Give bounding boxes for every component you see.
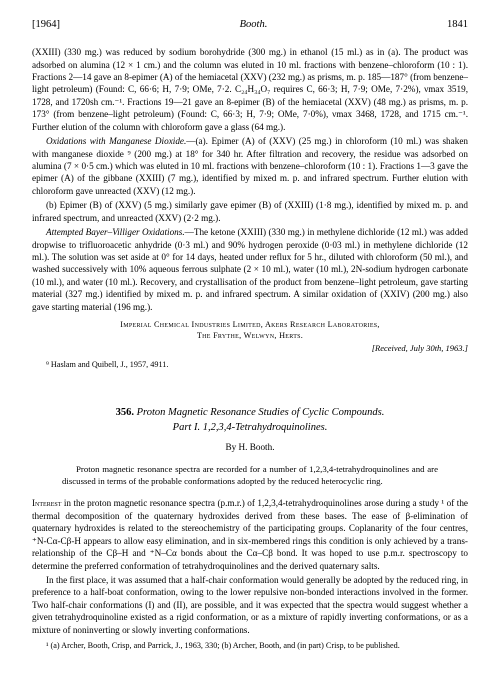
affiliation: Imperial Chemical Industries Limited, Ak… bbox=[32, 319, 468, 341]
byline: By H. Booth. bbox=[32, 441, 468, 453]
footnote-9: ⁹ Haslam and Quibell, J., 1957, 4911. bbox=[32, 359, 468, 370]
paragraph-2: Oxidations with Manganese Dioxide.—(a). … bbox=[32, 135, 468, 197]
article-p1-text: in the proton magnetic resonance spectra… bbox=[32, 498, 468, 570]
article-number: 356. bbox=[116, 407, 134, 418]
header-page: 1841 bbox=[447, 18, 468, 32]
lower-body: Interest in the proton magnetic resonanc… bbox=[32, 497, 468, 636]
paragraph-4-text: —The ketone (XXIII) (330 mg.) in methyle… bbox=[32, 227, 468, 312]
header-author: Booth. bbox=[240, 18, 268, 32]
section-title-oxidations: Oxidations with Manganese Dioxide. bbox=[46, 136, 186, 146]
paragraph-3: (b) Epimer (B) of (XXV) (5 mg.) similarl… bbox=[32, 199, 468, 224]
article-title-line-1: Proton Magnetic Resonance Studies of Cyc… bbox=[137, 407, 385, 418]
header-year: [1964] bbox=[32, 18, 60, 32]
article-paragraph-1: Interest in the proton magnetic resonanc… bbox=[32, 497, 468, 572]
received-date: [Received, July 30th, 1963.] bbox=[32, 343, 468, 354]
affiliation-line-2: The Frythe, Welwyn, Herts. bbox=[197, 331, 303, 340]
abstract: Proton magnetic resonance spectra are re… bbox=[62, 464, 438, 488]
paragraph-1: (XXIII) (330 mg.) was reduced by sodium … bbox=[32, 46, 468, 133]
affiliation-line-1: Imperial Chemical Industries Limited, Ak… bbox=[120, 320, 380, 329]
article-title-line-2: Part I. 1,2,3,4-Tetrahydroquinolines. bbox=[173, 422, 328, 433]
article-paragraph-2: In the first place, it was assumed that … bbox=[32, 574, 468, 636]
section-divider bbox=[32, 378, 468, 398]
paragraph-4: Attempted Bayer–Villiger Oxidations.—The… bbox=[32, 226, 468, 313]
section-title-bayer: Attempted Bayer–Villiger Oxidations. bbox=[46, 227, 185, 237]
footnote-1: ¹ (a) Archer, Booth, Crisp, and Parrick,… bbox=[32, 640, 468, 651]
article-title: 356. Proton Magnetic Resonance Studies o… bbox=[56, 406, 444, 435]
upper-body: (XXIII) (330 mg.) was reduced by sodium … bbox=[32, 46, 468, 313]
page-header: [1964] Booth. 1841 bbox=[32, 18, 468, 32]
lead-word: Interest bbox=[32, 498, 61, 508]
